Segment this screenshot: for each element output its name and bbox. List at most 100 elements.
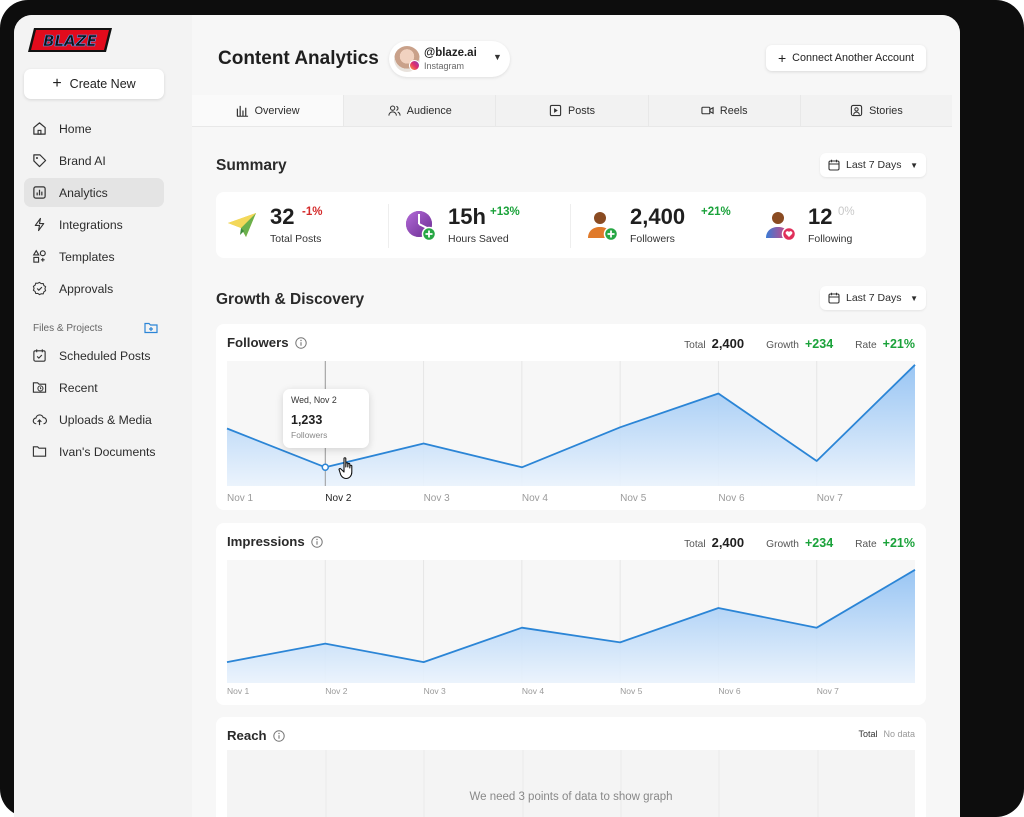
- sidebar-item-uploads-media[interactable]: Uploads & Media: [24, 405, 164, 434]
- growth-heading: Growth & Discovery: [216, 291, 365, 308]
- tab-label: Stories: [869, 104, 903, 117]
- person-plus-icon: [588, 212, 618, 241]
- clock-plus-icon: [406, 211, 436, 241]
- story-icon: [850, 104, 863, 117]
- video-icon: [701, 106, 714, 115]
- reach-chart-card: Reach Total No data We need 3 points of …: [216, 717, 926, 817]
- tab-overview[interactable]: Overview: [192, 95, 345, 126]
- sidebar-item-integrations[interactable]: Integrations: [24, 210, 164, 239]
- users-icon: [388, 105, 401, 116]
- person-heart-icon: [766, 212, 796, 241]
- total-label: Total: [684, 340, 706, 351]
- stat-following: 12 0% Following: [754, 192, 929, 258]
- folder-icon: [32, 446, 47, 457]
- series-area: [227, 569, 915, 683]
- chart-title: Followers: [227, 335, 307, 350]
- chevron-down-icon: ▼: [910, 293, 918, 303]
- growth-date-range-select[interactable]: Last 7 Days ▼: [820, 286, 926, 310]
- create-new-button[interactable]: + Create New: [24, 69, 164, 99]
- stat-followers: 2,400 +21% Followers: [576, 192, 751, 258]
- impressions-chart[interactable]: Nov 1 Nov 2 Nov 3 Nov 4 Nov 5 Nov 6 Nov 7: [216, 523, 926, 705]
- sidebar-item-label: Brand AI: [59, 153, 106, 168]
- sidebar-item-label: Ivan's Documents: [59, 444, 156, 459]
- tab-reels[interactable]: Reels: [649, 95, 801, 126]
- tab-posts[interactable]: Posts: [496, 95, 649, 126]
- chart-tooltip: Wed, Nov 2 1,233 Followers: [283, 389, 369, 448]
- tab-label: Audience: [406, 104, 452, 117]
- stat-value: 15h: [448, 204, 486, 229]
- sidebar-item-ivans-documents[interactable]: Ivan's Documents: [24, 437, 164, 466]
- sidebar-item-label: Approvals: [59, 281, 114, 296]
- total-value: 2,400: [711, 336, 745, 351]
- rate-label: Rate: [855, 340, 877, 351]
- stat-delta: +21%: [701, 206, 731, 218]
- blaze-logo[interactable]: BLAZE: [28, 27, 112, 53]
- sidebar-item-label: Recent: [59, 380, 98, 395]
- tab-bar: Overview Audience Posts Reels Stories: [192, 95, 952, 127]
- recent-folder-icon: [32, 382, 47, 393]
- account-platform: Instagram: [424, 61, 465, 71]
- no-data-message: We need 3 points of data to show graph: [469, 791, 673, 803]
- hover-point: [321, 463, 330, 471]
- files-projects-section-label: Files & Projects: [33, 323, 103, 334]
- tab-audience[interactable]: Audience: [344, 95, 497, 126]
- stat-total-posts: 32 -1% Total Posts: [216, 192, 391, 258]
- account-name: @blaze.ai: [424, 47, 477, 59]
- plus-icon: +: [777, 50, 787, 66]
- sidebar-item-brand-ai[interactable]: Brand AI: [24, 146, 164, 175]
- analytics-icon: [33, 186, 46, 199]
- stat-divider: [570, 204, 571, 248]
- tooltip-value: 1,233: [291, 413, 323, 427]
- stat-delta: -1%: [302, 206, 323, 218]
- new-folder-icon[interactable]: [144, 321, 158, 334]
- connect-account-button[interactable]: + Connect Another Account: [766, 45, 926, 71]
- stat-value: 2,400: [630, 204, 686, 229]
- x-tick-label: Nov 6: [718, 686, 740, 696]
- series-line: [226, 569, 916, 663]
- info-icon[interactable]: [272, 729, 285, 742]
- stat-value: 32: [270, 204, 295, 229]
- reach-chart-placeholder: [227, 750, 915, 817]
- play-square-icon: [549, 104, 562, 117]
- home-icon: [33, 122, 46, 135]
- stat-label: Hours Saved: [448, 233, 509, 245]
- sidebar-item-templates[interactable]: Templates: [24, 242, 164, 271]
- instagram-icon: [409, 60, 420, 71]
- sidebar-item-recent[interactable]: Recent: [24, 373, 164, 402]
- tab-stories[interactable]: Stories: [801, 95, 952, 126]
- x-tick-label: Nov 2: [325, 686, 347, 696]
- info-icon[interactable]: [311, 535, 323, 548]
- sidebar-item-home[interactable]: Home: [24, 114, 164, 143]
- tab-label: Posts: [568, 104, 596, 117]
- connect-account-label: Connect Another Account: [792, 52, 915, 64]
- sidebar-item-label: Templates: [59, 249, 115, 264]
- chevron-down-icon: ▼: [910, 160, 918, 170]
- date-range-label: Last 7 Days: [846, 292, 902, 304]
- rate-value: +21%: [882, 337, 915, 351]
- sidebar-item-scheduled-posts[interactable]: Scheduled Posts: [24, 341, 164, 370]
- rate-label: Rate: [855, 539, 877, 550]
- x-tick-label: Nov 7: [817, 493, 844, 504]
- calendar-icon: [828, 159, 840, 171]
- summary-card: 32 -1% Total Posts 15h +13% Hours Saved: [216, 192, 926, 258]
- check-badge-icon: [32, 281, 47, 296]
- stat-label: Total Posts: [270, 233, 322, 245]
- impressions-chart-card: Nov 1 Nov 2 Nov 3 Nov 4 Nov 5 Nov 6 Nov 7 Impr…: [216, 523, 926, 705]
- x-tick-label: Nov 7: [817, 686, 839, 696]
- tooltip-date: Wed, Nov 2: [291, 395, 337, 405]
- sidebar-item-label: Home: [59, 121, 92, 136]
- plus-icon: +: [52, 75, 62, 92]
- stat-hours-saved: 15h +13% Hours Saved: [394, 192, 569, 258]
- summary-date-range-select[interactable]: Last 7 Days ▼: [820, 153, 926, 177]
- paper-plane-icon: [228, 213, 256, 237]
- chart-title-text: Followers: [227, 335, 289, 350]
- info-icon[interactable]: [294, 336, 307, 349]
- sidebar-item-approvals[interactable]: Approvals: [24, 274, 164, 303]
- stat-label: Following: [808, 233, 853, 245]
- sidebar-item-analytics[interactable]: Analytics: [24, 178, 164, 207]
- sidebar-item-label: Scheduled Posts: [59, 348, 151, 363]
- date-range-label: Last 7 Days: [846, 159, 902, 171]
- create-new-label: Create New: [69, 77, 136, 91]
- account-switcher[interactable]: @blaze.ai Instagram ▼: [389, 41, 510, 77]
